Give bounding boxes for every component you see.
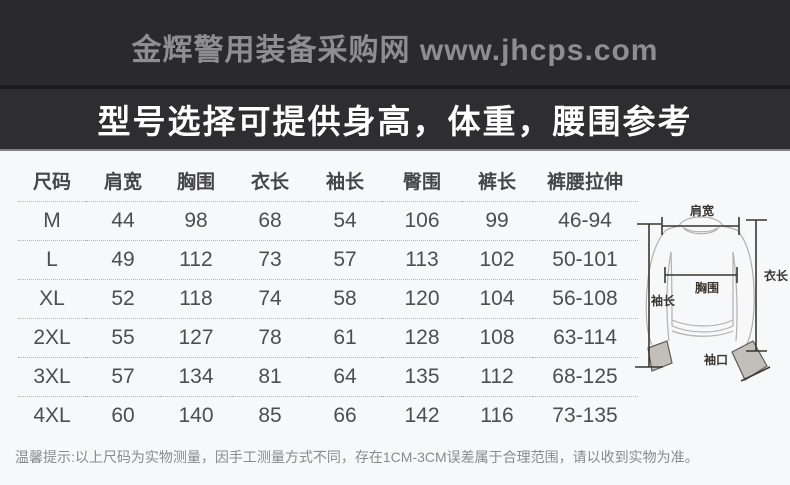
sleeve-label: 袖长 (651, 293, 676, 308)
measurement-cell: 55 (86, 318, 160, 358)
measurement-cell: 116 (480, 403, 514, 427)
right-cuff (731, 340, 768, 381)
measurement-cell: 64 (308, 357, 382, 397)
size-guide-banner: 型号选择可提供身高，体重，腰围参考 (0, 89, 790, 151)
measurement-cell: 52 (86, 279, 160, 319)
size-label-cell: 3XL (18, 357, 86, 397)
size-table: 尺码 肩宽 胸围 衣长 袖长 臀围 裤长 裤腰拉伸 M 44 98 68 54 106 99 46-94 L 4… (18, 161, 638, 435)
measurement-cell: 128 (382, 318, 462, 358)
site-brand: 金辉警用装备采购网 www.jhcps.com (131, 33, 659, 67)
measurement-cell: 61 (308, 318, 382, 358)
column-header: 尺码 (18, 161, 86, 202)
measurement-cell: 106 (382, 201, 462, 241)
chest-width-line (664, 267, 738, 283)
measurement-cell: 57 (308, 240, 382, 280)
shoulder-label: 肩宽 (690, 203, 714, 218)
measurement-cell: 74 (232, 279, 308, 319)
column-header: 肩宽 (86, 161, 160, 202)
size-table-body: M 44 98 68 54 106 99 46-94 L 49 112 73 57 113 102 50-10… (18, 201, 638, 435)
hem-line-2 (671, 325, 734, 333)
measurement-cell: 63-114 (532, 318, 638, 358)
shoulder-width-line (661, 217, 740, 235)
left-sleeve-outer (645, 225, 680, 346)
measurement-cell: 127 (160, 318, 232, 358)
measurement-cell: 102 (462, 240, 532, 280)
garment-length-line (746, 219, 767, 352)
length-label: 衣长 (764, 268, 789, 283)
measurement-cell: 73 (232, 240, 308, 280)
garment-measurement-diagram: 肩宽 衣长 胸围 袖长 袖口 (635, 203, 789, 382)
left-sleeve-inner (666, 251, 672, 342)
column-header: 裤长 (462, 161, 532, 202)
measurement-cell: 113 (382, 240, 462, 280)
size-label-cell: L (18, 240, 86, 280)
size-chart-section: 尺码 肩宽 胸围 衣长 袖长 臀围 裤长 裤腰拉伸 M 44 98 68 54 106 99 46-94 L 4… (0, 151, 790, 483)
measurement-cell: 60 (111, 403, 135, 427)
collar-inner (682, 226, 720, 235)
measurement-cell: 68 (232, 201, 308, 241)
cuff-label: 袖口 (704, 352, 728, 367)
measurement-cell: 112 (462, 357, 532, 397)
hem-line-3 (671, 330, 734, 337)
measurement-disclaimer: 温馨提示:以上尺码为实物测量，因手工测量方式不同，存在1CM-3CM误差属于合理… (15, 449, 699, 465)
measurement-cell: 108 (462, 318, 532, 358)
measurement-cell: 49 (86, 240, 160, 280)
size-label-cell: 2XL (18, 318, 86, 358)
measurement-cell: 81 (232, 357, 308, 397)
measurement-cell: 50-101 (532, 240, 638, 280)
column-header: 衣长 (232, 161, 308, 202)
measurement-cell: 104 (462, 279, 532, 319)
measurement-cell: 140 (178, 403, 214, 427)
collar-outer (678, 216, 724, 227)
column-header: 裤腰拉伸 (532, 161, 638, 202)
measurement-cell: 56-108 (532, 279, 638, 319)
measurement-cell: 98 (160, 201, 232, 241)
size-label-cell: XL (18, 279, 86, 319)
size-label-cell: M (18, 201, 86, 241)
size-label-cell: 4XL (33, 403, 71, 427)
chest-label: 胸围 (695, 280, 719, 295)
sleeve-length-line (635, 223, 663, 368)
measurement-cell: 58 (308, 279, 382, 319)
measurement-cell: 85 (258, 403, 282, 427)
header-divider (0, 85, 790, 89)
measurement-cell: 118 (160, 279, 232, 319)
banner-title: 型号选择可提供身高，体重，腰围参考 (97, 103, 693, 140)
measurement-cell: 135 (382, 357, 462, 397)
right-sleeve-inner (732, 251, 738, 342)
collar-rib (684, 227, 718, 233)
column-header: 臀围 (382, 161, 462, 202)
measurement-cell: 68-125 (532, 357, 638, 397)
table-header-row: 尺码 肩宽 胸围 衣长 袖长 臀围 裤长 裤腰拉伸 (18, 161, 638, 202)
measurement-cell: 44 (86, 201, 160, 241)
column-header: 胸围 (160, 161, 232, 202)
table-row: 4XL 60 140 85 66 142 116 73-135 (18, 396, 638, 435)
measurement-lines (635, 217, 767, 368)
size-table-head: 尺码 肩宽 胸围 衣长 袖长 臀围 裤长 裤腰拉伸 (18, 161, 638, 202)
measurement-cell: 134 (160, 357, 232, 397)
measurement-cell: 73-135 (552, 403, 618, 427)
measurement-cell: 57 (86, 357, 160, 397)
right-sleeve-outer (722, 225, 755, 347)
body-left-edge (670, 251, 673, 327)
measurement-cell: 78 (232, 318, 308, 358)
table-row: 2XL 55 127 78 61 128 108 63-114 (18, 318, 638, 358)
measurement-cell: 54 (308, 201, 382, 241)
table-row: 3XL 57 134 81 64 135 112 68-125 (18, 357, 638, 397)
right-cuff-underline (740, 366, 771, 382)
column-header: 袖长 (308, 161, 382, 202)
measurement-cell: 142 (404, 403, 440, 427)
left-cuff (647, 340, 673, 372)
site-header: 金辉警用装备采购网 www.jhcps.com (0, 0, 790, 85)
hem-line-1 (671, 319, 734, 327)
table-row: XL 52 118 74 58 120 104 56-108 (18, 279, 638, 319)
measurement-cell: 99 (462, 201, 532, 241)
measurement-cell: 120 (382, 279, 462, 319)
measurement-cell: 112 (160, 240, 232, 280)
measurement-cell: 46-94 (532, 201, 638, 241)
table-row: M 44 98 68 54 106 99 46-94 (18, 201, 638, 241)
measurement-cell: 66 (333, 403, 357, 427)
table-row: L 49 112 73 57 113 102 50-101 (18, 240, 638, 280)
